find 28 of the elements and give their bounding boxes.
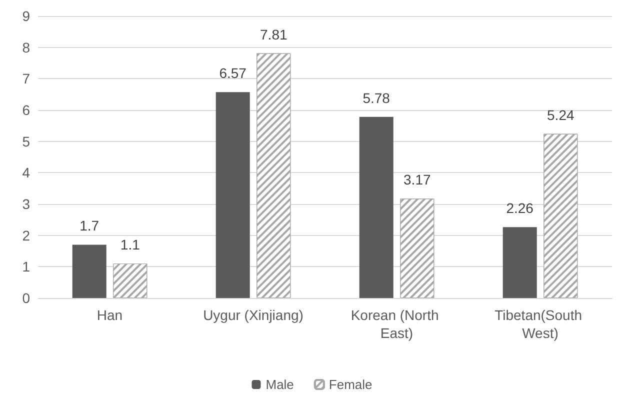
y-tick-label: 6 (22, 102, 30, 118)
y-tick-label: 9 (22, 8, 30, 24)
data-label: 7.81 (260, 26, 288, 42)
y-tick-label: 8 (22, 39, 30, 56)
y-tick-label: 0 (22, 290, 30, 306)
data-label: 3.17 (404, 172, 431, 188)
bar (216, 92, 250, 298)
bar (359, 116, 394, 298)
x-tick-label: Korean (North East) (350, 307, 443, 341)
data-label: 5.78 (362, 90, 390, 106)
bar (72, 244, 106, 298)
x-tick-label: Uygur (Xinjiang) (203, 307, 304, 323)
y-tick-label: 1 (22, 258, 30, 275)
data-label: 5.24 (547, 106, 574, 123)
y-tick-label: 3 (22, 196, 30, 212)
y-tick-label: 7 (22, 70, 30, 87)
data-label: 2.26 (506, 200, 534, 216)
data-label: 6.57 (219, 65, 247, 82)
legend-label: Female (328, 377, 372, 392)
legend-label: Male (266, 377, 294, 392)
bar (502, 227, 537, 298)
data-label: 1.1 (120, 236, 140, 253)
data-label: 1.7 (80, 218, 100, 234)
y-tick-label: 4 (22, 164, 30, 181)
y-tick-label: 2 (22, 227, 30, 244)
x-tick-label: Tibetan(South West) (494, 307, 586, 341)
y-tick-label: 5 (22, 133, 30, 150)
x-tick-label: Han (96, 307, 123, 323)
